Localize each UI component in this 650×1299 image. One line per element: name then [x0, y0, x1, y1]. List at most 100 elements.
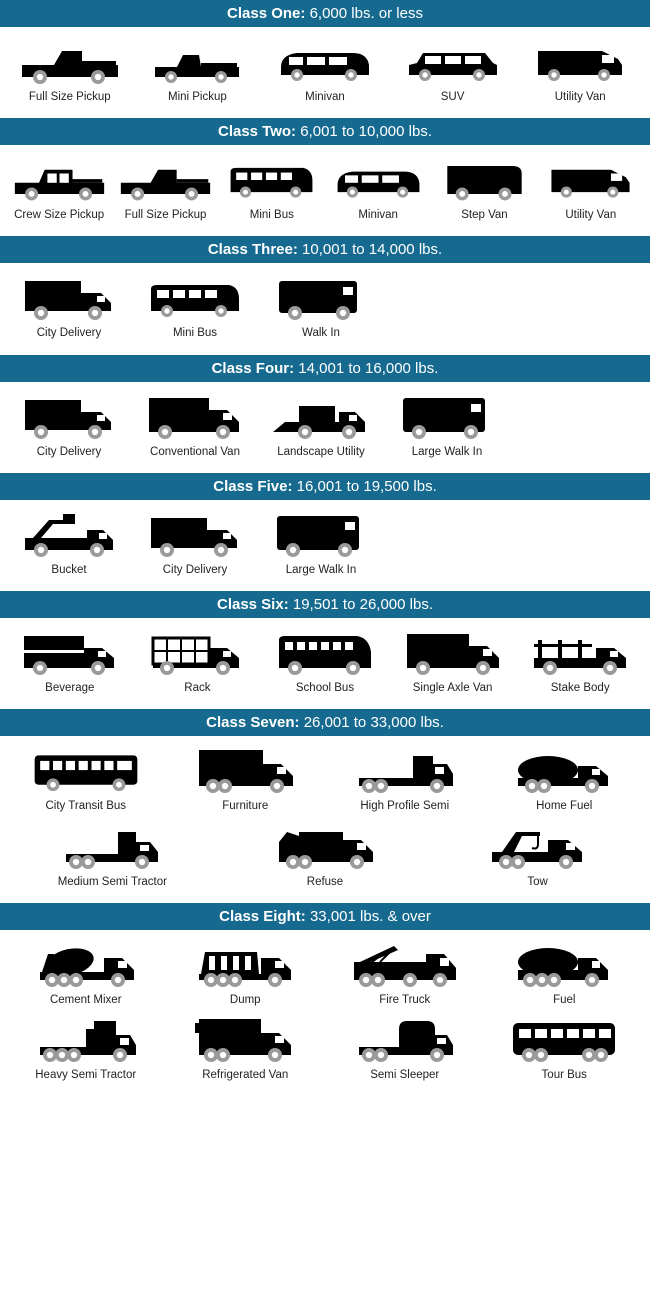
vehicle-label: Bucket — [51, 564, 86, 577]
class-section: Class Three: 10,001 to 14,000 lbs. City D… — [0, 236, 650, 348]
vehicle-cell: Home Fuel — [485, 744, 643, 813]
bucket-icon — [6, 508, 132, 560]
vehicle-label: Beverage — [45, 682, 94, 695]
vehicle-cell: Utility Van — [517, 35, 643, 104]
landscape-icon — [258, 390, 384, 442]
class-header: Class Eight: 33,001 lbs. & over — [0, 903, 650, 930]
vehicle-cell: Minivan — [262, 35, 388, 104]
class-range: 16,001 to 19,500 lbs. — [297, 478, 437, 495]
vehicle-label: City Delivery — [163, 564, 228, 577]
class-header: Class Four: 14,001 to 16,000 lbs. — [0, 355, 650, 382]
vehicle-label: Full Size Pickup — [125, 209, 207, 222]
heavy_semi-icon — [7, 1013, 165, 1065]
vehicle-grid: City Transit BusFurnitureHigh Profile Se… — [0, 736, 650, 896]
mini_bus-icon — [219, 153, 324, 205]
vehicle-label: Semi Sleeper — [370, 1069, 439, 1082]
vehicle-label: Mini Bus — [173, 327, 217, 340]
vehicle-label: Tow — [527, 876, 547, 889]
vehicle-cell: Conventional Van — [132, 390, 258, 459]
vehicle-cell: Minivan — [326, 153, 431, 222]
class-range: 6,000 lbs. or less — [310, 5, 423, 22]
class-range: 33,001 lbs. & over — [310, 908, 431, 925]
cement-icon — [7, 938, 165, 990]
vehicle-grid: Full Size PickupMini PickupMinivanSUVUti… — [0, 27, 650, 112]
vehicle-label: School Bus — [296, 682, 354, 695]
box_truck-icon — [132, 508, 258, 560]
vehicle-label: Crew Size Pickup — [14, 209, 104, 222]
class-section: Class Eight: 33,001 lbs. & over Cement Mi… — [0, 903, 650, 1090]
class-range: 19,501 to 26,000 lbs. — [293, 596, 433, 613]
vehicle-cell: Fuel — [485, 938, 643, 1007]
fuel-icon — [485, 938, 643, 990]
vehicle-label: Refuse — [307, 876, 343, 889]
class-header: Class Seven: 26,001 to 33,000 lbs. — [0, 709, 650, 736]
vehicle-cell: Full Size Pickup — [7, 35, 133, 104]
high_profile_semi-icon — [326, 744, 484, 796]
pickup_mini-icon — [134, 35, 260, 87]
vehicle-label: Conventional Van — [150, 446, 240, 459]
class-section: Class Four: 14,001 to 16,000 lbs. City De… — [0, 355, 650, 467]
fire-icon — [326, 938, 484, 990]
vehicle-cell: Dump — [166, 938, 324, 1007]
vehicle-label: Tour Bus — [542, 1069, 587, 1082]
class-range: 14,001 to 16,000 lbs. — [298, 360, 438, 377]
vehicle-cell: Fire Truck — [326, 938, 484, 1007]
vehicle-label: City Delivery — [37, 446, 102, 459]
vehicle-cell: Large Walk In — [384, 390, 510, 459]
vehicle-cell: City Delivery — [132, 508, 258, 577]
vehicle-cell: Landscape Utility — [258, 390, 384, 459]
class-label: Class Three: — [208, 241, 298, 258]
vehicle-label: Utility Van — [555, 91, 606, 104]
vehicle-label: Single Axle Van — [413, 682, 493, 695]
box_truck-icon — [6, 390, 132, 442]
vehicle-cell: Cement Mixer — [7, 938, 165, 1007]
vehicle-label: Minivan — [358, 209, 398, 222]
vehicle-label: City Transit Bus — [45, 800, 126, 813]
class-label: Class Five: — [213, 478, 292, 495]
class-section: Class Two: 6,001 to 10,000 lbs.Crew Size… — [0, 118, 650, 230]
vehicle-grid: Crew Size PickupFull Size PickupMini Bus… — [0, 145, 650, 230]
vehicle-label: Large Walk In — [286, 564, 357, 577]
vehicle-cell: City Delivery — [6, 271, 132, 340]
vehicle-label: High Profile Semi — [360, 800, 449, 813]
utility_van-icon — [517, 35, 643, 87]
refuse-icon — [246, 820, 404, 872]
class-label: Class Six: — [217, 596, 289, 613]
vehicle-grid: Cement MixerDumpFire TruckFuelHeavy Semi… — [0, 930, 650, 1090]
vehicle-cell: Bucket — [6, 508, 132, 577]
vehicle-cell: High Profile Semi — [326, 744, 484, 813]
class-section: Class One: 6,000 lbs. or less Full Size P… — [0, 0, 650, 112]
box_truck-icon — [6, 271, 132, 323]
class-header: Class Five: 16,001 to 19,500 lbs. — [0, 473, 650, 500]
semi_sleeper-icon — [326, 1013, 484, 1065]
vehicle-cell: Utility Van — [538, 153, 643, 222]
class-section: Class Five: 16,001 to 19,500 lbs. Bucket C… — [0, 473, 650, 585]
mini_bus-icon — [132, 271, 258, 323]
class-header: Class Six: 19,501 to 26,000 lbs. — [0, 591, 650, 618]
vehicle-cell: Large Walk In — [258, 508, 384, 577]
vehicle-cell: Tour Bus — [485, 1013, 643, 1082]
vehicle-cell: Medium Semi Tractor — [33, 820, 191, 889]
class-header: Class Three: 10,001 to 14,000 lbs. — [0, 236, 650, 263]
vehicle-cell: Semi Sleeper — [326, 1013, 484, 1082]
vehicle-cell: Tow — [459, 820, 617, 889]
vehicle-label: Full Size Pickup — [29, 91, 111, 104]
refrigerated-icon — [166, 1013, 324, 1065]
vehicle-label: Home Fuel — [536, 800, 592, 813]
vehicle-label: Dump — [230, 994, 261, 1007]
pickup_full-icon — [7, 35, 133, 87]
class-label: Class One: — [227, 5, 305, 22]
class-section: Class Seven: 26,001 to 33,000 lbs.City T… — [0, 709, 650, 896]
vehicle-cell: Stake Body — [517, 626, 643, 695]
vehicle-label: Minivan — [305, 91, 345, 104]
furniture-icon — [166, 744, 324, 796]
pickup_crew-icon — [7, 153, 112, 205]
home_fuel-icon — [485, 744, 643, 796]
class-label: Class Seven: — [206, 714, 299, 731]
single_axle_van-icon — [390, 626, 516, 678]
class-range: 26,001 to 33,000 lbs. — [304, 714, 444, 731]
vehicle-cell: School Bus — [262, 626, 388, 695]
vehicle-cell: SUV — [390, 35, 516, 104]
vehicle-grid: Bucket City Delivery Large Walk In — [0, 500, 650, 585]
vehicle-label: Fuel — [553, 994, 575, 1007]
